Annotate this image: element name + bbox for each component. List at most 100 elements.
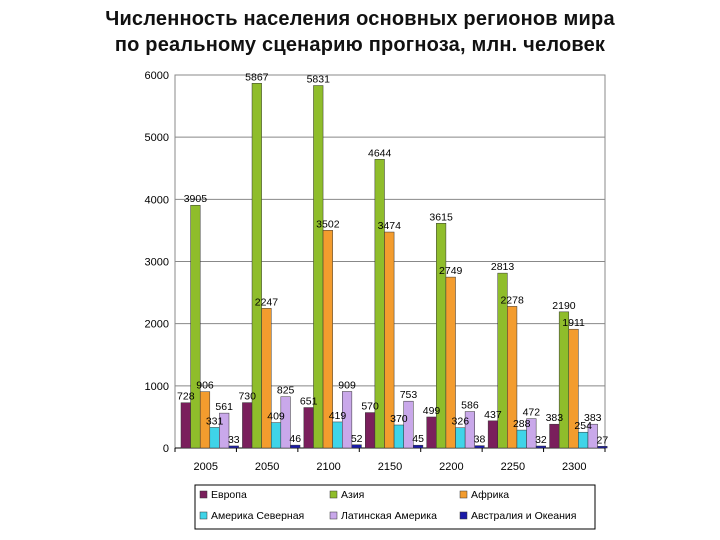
bar bbox=[313, 85, 324, 449]
y-tick-label: 6000 bbox=[145, 70, 169, 82]
data-label: 370 bbox=[390, 413, 408, 425]
bar bbox=[228, 445, 239, 449]
x-tick-label: 2300 bbox=[562, 461, 586, 473]
bar bbox=[209, 427, 220, 449]
legend-box bbox=[194, 484, 596, 530]
legend-swatch bbox=[329, 490, 338, 499]
data-label: 570 bbox=[361, 401, 379, 413]
bar bbox=[365, 412, 376, 449]
data-label: 2813 bbox=[491, 261, 515, 273]
y-axis-ticks: 0 1000 2000 3000 4000 5000 6000 bbox=[145, 70, 169, 455]
data-label: 2749 bbox=[439, 265, 463, 277]
data-label: 472 bbox=[523, 407, 541, 419]
bar bbox=[445, 276, 456, 449]
data-label: 409 bbox=[267, 411, 285, 423]
y-tick-label: 2000 bbox=[145, 319, 169, 331]
bars bbox=[180, 83, 608, 449]
data-label: 288 bbox=[513, 418, 531, 430]
legend-swatch bbox=[459, 490, 468, 499]
bar bbox=[413, 444, 424, 449]
bar bbox=[549, 423, 560, 449]
data-label: 52 bbox=[351, 433, 363, 445]
bar bbox=[180, 402, 191, 449]
x-tick-label: 2200 bbox=[439, 461, 463, 473]
bar bbox=[190, 204, 201, 449]
chart-title-line-1: Численность населения основных регионов … bbox=[105, 8, 615, 30]
data-label: 2190 bbox=[552, 300, 576, 312]
data-label: 2247 bbox=[255, 296, 279, 308]
legend-label: Африка bbox=[471, 489, 509, 501]
data-label: 437 bbox=[484, 409, 502, 421]
legend-swatch bbox=[199, 511, 208, 520]
data-label: 326 bbox=[452, 416, 470, 428]
legend-label: Америка Северная bbox=[211, 510, 304, 522]
legend-label: Европа bbox=[211, 489, 247, 501]
bar bbox=[290, 444, 301, 449]
legend-swatch bbox=[459, 511, 468, 520]
bar bbox=[280, 396, 291, 449]
bar bbox=[384, 231, 395, 449]
bar bbox=[455, 427, 466, 449]
bar bbox=[199, 391, 211, 449]
data-label: 5867 bbox=[245, 71, 269, 83]
bar bbox=[516, 429, 527, 449]
data-label: 499 bbox=[423, 405, 441, 417]
data-label: 2278 bbox=[500, 294, 524, 306]
legend-label: Австралия и Океания bbox=[471, 510, 577, 522]
bar bbox=[535, 445, 546, 449]
data-label: 3905 bbox=[184, 193, 208, 205]
data-label: 46 bbox=[289, 433, 301, 445]
legend-label: Азия bbox=[341, 489, 364, 501]
data-label: 383 bbox=[584, 412, 602, 424]
bar bbox=[403, 400, 414, 449]
legend-swatch bbox=[199, 490, 208, 499]
data-labels: 728 3905 906 331 561 33 730 5867 2247 409 825 46 651… bbox=[177, 71, 608, 446]
x-tick-label: 2250 bbox=[501, 461, 525, 473]
data-label: 331 bbox=[206, 415, 224, 427]
bar bbox=[251, 83, 262, 449]
bar bbox=[578, 431, 589, 449]
bar bbox=[464, 411, 475, 449]
data-label: 730 bbox=[238, 391, 256, 403]
data-label: 1911 bbox=[562, 317, 585, 329]
data-label: 27 bbox=[597, 434, 609, 446]
legend-label: Латинская Америка bbox=[341, 510, 437, 522]
bar bbox=[474, 445, 485, 449]
y-tick-label: 5000 bbox=[145, 132, 169, 144]
data-label: 753 bbox=[400, 389, 418, 401]
chart-title-line-2: по реальному сценарию прогноза, млн. чел… bbox=[114, 34, 606, 56]
chart-title: Численность населения основных регионов … bbox=[0, 6, 720, 58]
data-label: 3474 bbox=[378, 220, 402, 232]
legend-swatch bbox=[329, 511, 338, 520]
y-tick-label: 3000 bbox=[145, 257, 169, 269]
x-tick-label: 2050 bbox=[255, 461, 279, 473]
bar bbox=[597, 446, 608, 449]
y-tick-label: 4000 bbox=[145, 194, 169, 206]
data-label: 4644 bbox=[368, 147, 392, 159]
data-label: 909 bbox=[338, 379, 356, 391]
data-label: 33 bbox=[228, 434, 240, 446]
bar bbox=[507, 306, 518, 449]
bar bbox=[261, 308, 272, 449]
x-tick-label: 2005 bbox=[193, 461, 217, 473]
bar bbox=[270, 422, 282, 449]
x-axis-ticks: 2005 2050 2100 2150 2200 2250 2300 bbox=[174, 448, 606, 473]
bar bbox=[342, 391, 353, 449]
y-tick-label: 1000 bbox=[145, 381, 169, 393]
legend: Европа Азия Африка Америка Северная Латинска… bbox=[194, 484, 596, 530]
data-label: 419 bbox=[329, 410, 347, 422]
data-label: 651 bbox=[300, 396, 318, 408]
bar bbox=[322, 230, 333, 449]
data-label: 38 bbox=[474, 434, 486, 446]
data-label: 825 bbox=[277, 385, 295, 397]
bar bbox=[332, 421, 343, 449]
bar bbox=[242, 402, 253, 449]
data-label: 5831 bbox=[307, 74, 331, 86]
data-label: 383 bbox=[546, 412, 564, 424]
data-label: 728 bbox=[177, 391, 195, 403]
bar bbox=[487, 420, 498, 449]
data-label: 561 bbox=[215, 401, 233, 413]
bar bbox=[526, 418, 537, 449]
data-label: 3502 bbox=[316, 218, 340, 230]
